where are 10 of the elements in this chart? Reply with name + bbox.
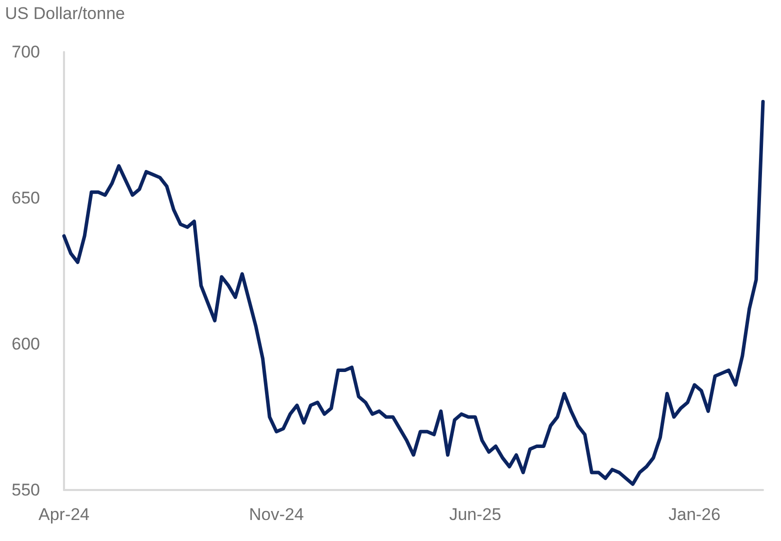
x-tick-label: Apr-24	[38, 505, 90, 524]
y-axis-title: US Dollar/tonne	[5, 4, 126, 23]
y-tick-label: 550	[12, 480, 40, 500]
x-tick-label: Nov-24	[249, 505, 304, 524]
y-tick-label: 650	[12, 188, 40, 208]
y-tick-label: 600	[12, 334, 40, 354]
line-series	[62, 100, 765, 486]
y-tick-label: 700	[12, 42, 40, 62]
x-tick-label: Jan-26	[668, 505, 720, 524]
x-tick-label: Jun-25	[449, 505, 502, 524]
